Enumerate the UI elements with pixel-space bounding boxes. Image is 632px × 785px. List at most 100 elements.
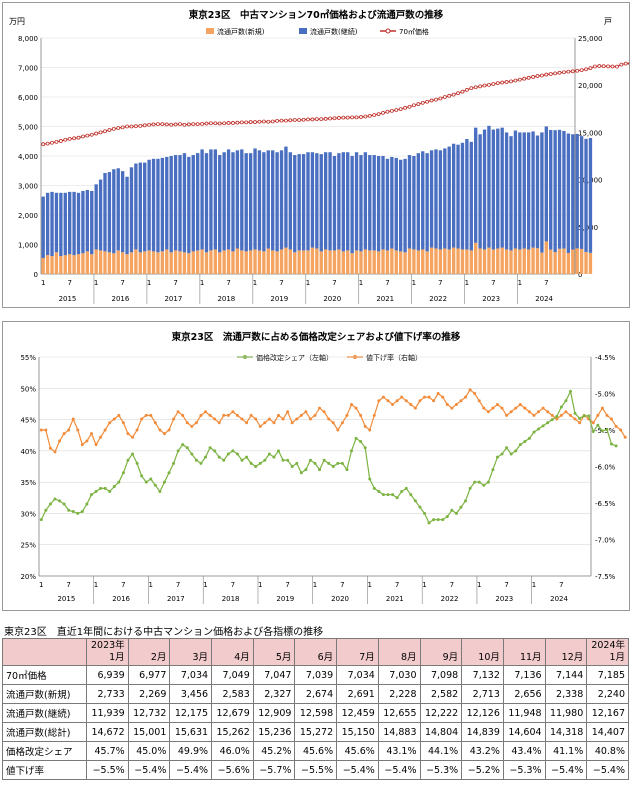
bar-new	[147, 250, 151, 274]
bar-new	[271, 250, 275, 274]
cut-point	[377, 399, 381, 403]
cut-point	[304, 410, 308, 414]
bar-new	[204, 252, 209, 274]
price-point	[58, 139, 63, 143]
table-cell: 7,039	[294, 665, 338, 685]
share-point	[58, 499, 62, 503]
bar-cont	[465, 139, 469, 250]
bar-new	[107, 252, 112, 274]
price-point	[284, 118, 288, 123]
bar-cont	[306, 152, 310, 251]
price-point	[350, 115, 355, 120]
chart1-x-labels: 1 7 2015 1 7 2016 1 7 2017 1 7 2018 1 7 2019 1 7 2020 1 7 20…	[41, 274, 554, 304]
price-point	[138, 124, 143, 128]
table-column-header: 7月	[336, 638, 379, 666]
bar-cont	[218, 155, 222, 253]
share-point	[89, 493, 93, 497]
share-point	[605, 428, 609, 432]
bar-cont	[496, 128, 500, 249]
bar-cont	[195, 153, 200, 251]
bar-cont	[310, 152, 315, 248]
price-point	[63, 137, 68, 142]
bar-new	[266, 248, 270, 274]
chart1-left-tick: 0	[34, 271, 38, 279]
chart2-month-tick: 7	[340, 581, 344, 589]
price-point	[89, 132, 94, 137]
table-cell: 3,456	[169, 684, 213, 704]
bar-cont	[337, 153, 341, 250]
cut-point	[564, 410, 568, 414]
cut-point	[53, 450, 57, 454]
price-point	[403, 106, 407, 110]
table-cell: 15,236	[252, 722, 296, 742]
share-point	[509, 452, 513, 456]
table-column-header: 4月	[211, 638, 254, 666]
cut-point	[308, 417, 312, 421]
bar-cont	[59, 192, 63, 257]
cut-point	[468, 388, 472, 392]
bar-new	[491, 249, 496, 274]
price-point	[244, 120, 249, 125]
bar-cont	[187, 156, 191, 254]
price-point	[367, 113, 372, 118]
share-point	[39, 518, 43, 522]
cut-line	[41, 388, 626, 453]
cut-point	[537, 410, 541, 414]
bar-new	[328, 250, 332, 274]
chart2-month-tick: 1	[39, 581, 43, 589]
legend-new-swatch	[206, 28, 214, 34]
cut-point	[267, 417, 271, 421]
share-point	[117, 480, 121, 484]
table-row-label: 価格改定シェア	[2, 741, 87, 761]
chart1-left-tick: 5,000	[18, 124, 38, 132]
cut-point	[477, 399, 481, 403]
chart2-month-tick: 1	[422, 581, 426, 589]
price-point	[359, 115, 363, 119]
legend-cut-label: 値下げ率（右軸）	[366, 353, 422, 362]
bar-new	[76, 254, 81, 274]
bar-cont	[531, 131, 535, 248]
table-cell: 2,733	[86, 684, 129, 704]
bar-new	[434, 248, 438, 274]
bar-new	[403, 252, 407, 274]
table-cell: 12,175	[169, 703, 213, 723]
chart2-right-tick: -5.5%	[595, 427, 616, 435]
bar-new	[41, 257, 45, 274]
bar-new	[138, 252, 142, 274]
share-point	[281, 458, 285, 462]
bar-cont	[275, 152, 279, 252]
table-cell: 2,228	[377, 684, 421, 704]
cut-point	[491, 406, 495, 410]
table-cell: 2,674	[294, 684, 338, 704]
share-point	[267, 452, 271, 456]
bar-cont	[222, 152, 226, 251]
share-point	[482, 483, 486, 487]
bar-new	[465, 249, 469, 274]
share-point	[80, 510, 84, 514]
price-point	[469, 86, 474, 91]
bar-new	[522, 248, 526, 274]
bar-cont	[156, 158, 160, 253]
chart1-right-tick: 20,000	[578, 82, 603, 90]
share-point	[71, 510, 75, 514]
share-point	[486, 480, 490, 484]
price-point	[213, 121, 218, 126]
price-point	[615, 64, 619, 69]
price-point	[584, 67, 588, 72]
share-point	[85, 502, 89, 506]
bar-new	[213, 249, 217, 274]
table-cell: 14,604	[502, 722, 546, 742]
share-point	[600, 429, 604, 433]
price-point	[407, 104, 412, 109]
table-column-header: 5月	[252, 638, 296, 666]
bar-new	[90, 254, 94, 274]
chart1-year-label: 2017	[164, 295, 182, 303]
bar-new	[191, 251, 195, 274]
bar-cont	[94, 184, 98, 250]
table-row: 値下げ率 −5.5% −5.4% −5.4% −5.6% −5.7% −5.5% −5.4% −…	[2, 760, 629, 780]
cut-point	[213, 417, 217, 421]
price-point	[438, 96, 443, 101]
cut-point	[80, 443, 84, 447]
share-point	[258, 461, 262, 465]
price-point	[332, 116, 337, 121]
